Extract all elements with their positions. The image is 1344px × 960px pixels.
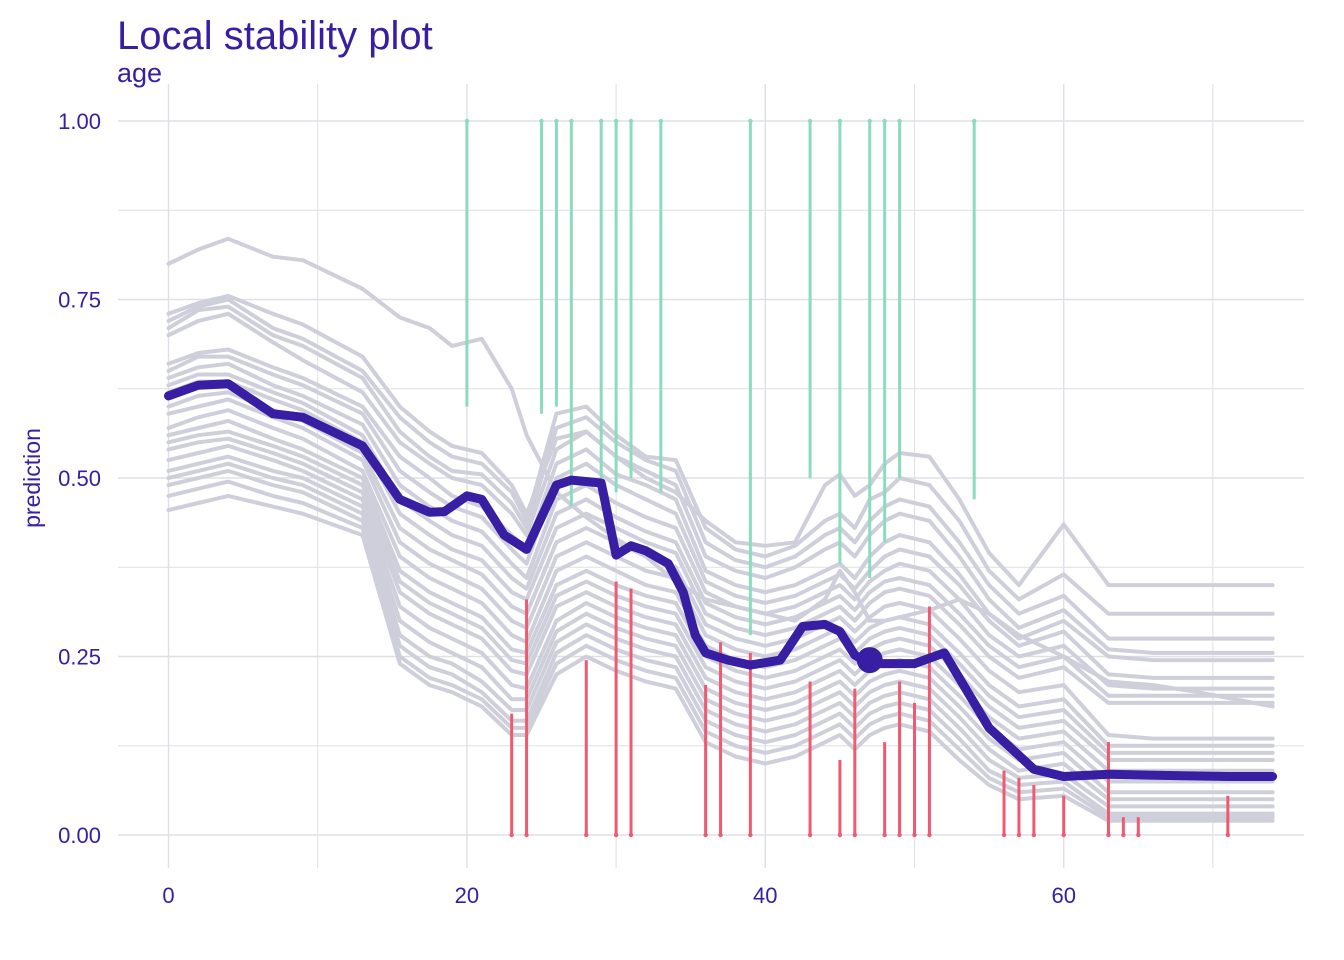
- observation-point: [856, 647, 883, 674]
- negative-residual-end: [509, 832, 514, 838]
- positive-residual-end: [569, 118, 574, 124]
- negative-residual-end: [1031, 832, 1037, 838]
- negative-residual-end: [1016, 832, 1022, 838]
- positive-residual-end: [539, 118, 544, 124]
- positive-residual-end: [882, 118, 887, 124]
- negative-residual-end: [718, 832, 723, 838]
- x-tick-label: 60: [1051, 883, 1075, 908]
- negative-residual-end: [748, 832, 753, 838]
- profile-line: [166, 354, 1275, 680]
- x-tick-label: 0: [162, 883, 174, 908]
- positive-residual-end: [867, 118, 872, 124]
- x-tick-label: 20: [455, 883, 479, 908]
- positive-residual-end: [628, 118, 634, 124]
- negative-residual-end: [1136, 832, 1141, 838]
- y-tick-label: 0.00: [58, 823, 101, 848]
- negative-residual-end: [1121, 832, 1126, 838]
- y-tick-label: 0.75: [58, 288, 101, 313]
- positive-residual-end: [613, 118, 619, 124]
- residual-lines: [464, 118, 1231, 838]
- profile-line: [166, 347, 1275, 663]
- profile-line: [166, 297, 1275, 616]
- negative-residual-end: [613, 832, 619, 838]
- negative-residual-end: [1001, 832, 1007, 838]
- negative-residual-end: [927, 832, 932, 838]
- y-tick-label: 0.50: [58, 466, 101, 491]
- chart-title: Local stability plot: [117, 14, 433, 58]
- negative-residual-end: [807, 832, 813, 838]
- positive-residual-end: [748, 118, 753, 124]
- positive-residual-end: [554, 118, 559, 124]
- profile-line: [166, 304, 1275, 641]
- chart-subtitle: age: [117, 58, 163, 88]
- profile-line: [166, 390, 1275, 741]
- negative-residual-end: [628, 832, 634, 838]
- negative-residual-end: [912, 832, 917, 838]
- negative-residual-end: [584, 832, 589, 838]
- negative-residual-end: [897, 832, 902, 838]
- negative-residual-end: [1061, 832, 1066, 838]
- negative-residual-end: [703, 832, 708, 838]
- negative-residual-end: [882, 832, 887, 838]
- y-tick-label: 1.00: [58, 109, 101, 134]
- positive-residual-end: [464, 118, 470, 124]
- profile-line: [166, 361, 1275, 691]
- profile-line: [166, 379, 1275, 705]
- positive-residual-end: [971, 118, 977, 124]
- negative-residual-end: [852, 832, 858, 838]
- y-tick-label: 0.25: [58, 645, 101, 670]
- main-profile-line: [164, 379, 1278, 781]
- positive-residual-end: [807, 118, 813, 124]
- positive-residual-end: [897, 118, 902, 124]
- positive-residual-end: [837, 118, 843, 124]
- negative-residual-end: [1225, 832, 1231, 838]
- negative-residual-end: [524, 832, 529, 838]
- negative-residual-end: [837, 832, 843, 838]
- y-axis-label: prediction: [19, 428, 45, 528]
- x-tick-label: 40: [753, 883, 777, 908]
- profile-line: [166, 311, 1275, 655]
- positive-residual-end: [658, 118, 664, 124]
- negative-residual-end: [1106, 832, 1111, 838]
- profile-line: [166, 293, 1275, 588]
- axes: 0.00 0.25 0.50 0.75 1.00 0 20 40 60: [58, 109, 1076, 908]
- main-profile-group: [164, 379, 1278, 781]
- positive-residual-end: [598, 118, 604, 124]
